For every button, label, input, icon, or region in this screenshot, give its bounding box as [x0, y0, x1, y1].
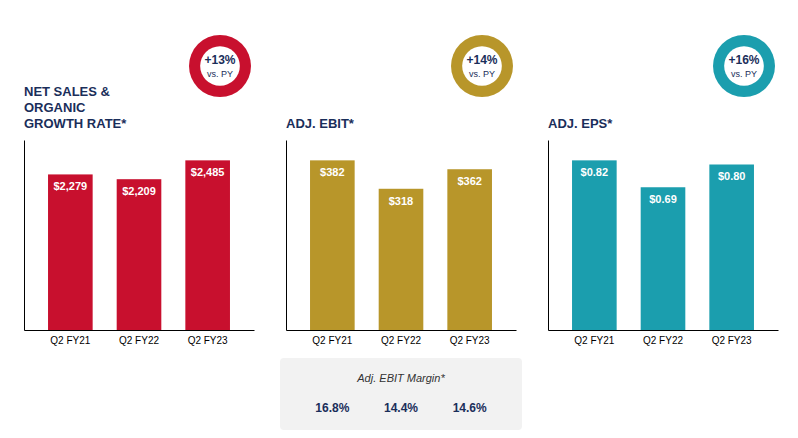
- plot-area: [310, 160, 492, 330]
- badge-subtext: vs. PY: [731, 69, 757, 79]
- data-label: $0.69: [649, 193, 677, 205]
- data-label: $0.82: [581, 166, 609, 178]
- data-label: $382: [320, 166, 344, 178]
- x-axis: Q2 FY21 Q2 FY22 Q2 FY23: [25, 331, 255, 347]
- data-label: $2,485: [191, 166, 225, 178]
- x-tick-label: Q2 FY23: [188, 335, 228, 346]
- y-axis-line: [548, 141, 549, 331]
- panel: $0.82 $0.69 $0.80 Q2 FY21 Q2 FY22 Q2 FY23 ADJ.…: [548, 35, 779, 346]
- badge-inner: [462, 46, 502, 86]
- plot-area: [572, 160, 754, 330]
- badge-value: +14%: [466, 53, 497, 67]
- bar: [447, 169, 492, 330]
- chart-root: $2,279 $2,209 $2,485 Q2 FY21 Q2 FY22 Q2 FY23 N…: [0, 0, 798, 438]
- bar: [185, 160, 230, 330]
- badge-inner: [200, 46, 240, 86]
- x-tick-label: Q2 FY23: [450, 335, 490, 346]
- data-label: $2,209: [122, 185, 156, 197]
- data-label: $362: [457, 175, 481, 187]
- badge-ring: [713, 35, 775, 97]
- panel: $2,279 $2,209 $2,485 Q2 FY21 Q2 FY22 Q2 FY23 N…: [24, 35, 255, 346]
- bar: [48, 174, 93, 330]
- x-tick: Q2 FY21: [50, 335, 90, 346]
- margin-value: 14.6%: [453, 401, 487, 415]
- x-tick-label: Q2 FY22: [119, 335, 159, 346]
- x-tick-label: Q2 FY21: [574, 335, 614, 346]
- margin-value: 14.4%: [384, 401, 418, 415]
- bar: [572, 160, 617, 330]
- x-tick: Q2 FY22: [381, 335, 421, 346]
- chart-title-line: ORGANIC: [24, 100, 86, 115]
- badge: +13% vs. PY: [189, 35, 251, 97]
- bar: [117, 179, 162, 330]
- badge-value: +13%: [204, 53, 235, 67]
- x-axis: Q2 FY21 Q2 FY22 Q2 FY23: [287, 331, 517, 347]
- chart-title-line: GROWTH RATE*: [24, 116, 127, 131]
- badge: +16% vs. PY: [713, 35, 775, 97]
- chart-title-line: ADJ. EPS*: [548, 116, 613, 131]
- x-tick: Q2 FY23: [450, 335, 490, 346]
- x-axis-line: [549, 330, 779, 331]
- data-label: $0.80: [718, 170, 746, 182]
- x-axis: Q2 FY21 Q2 FY22 Q2 FY23: [549, 331, 779, 347]
- badge-ring: [189, 35, 251, 97]
- bar: [310, 160, 355, 330]
- y-axis-line: [24, 141, 25, 331]
- badge-inner: [724, 46, 764, 86]
- margin-value: 16.8%: [315, 401, 349, 415]
- bar: [379, 189, 424, 330]
- bar: [709, 164, 754, 330]
- x-tick: Q2 FY22: [643, 335, 683, 346]
- bar: [641, 187, 686, 330]
- x-axis-line: [25, 330, 255, 331]
- x-tick: Q2 FY23: [188, 335, 228, 346]
- badge: +14% vs. PY: [451, 35, 513, 97]
- data-label: $2,279: [54, 180, 88, 192]
- margin-box: [280, 358, 522, 430]
- x-tick: Q2 FY21: [574, 335, 614, 346]
- chart-title: NET SALES &ORGANICGROWTH RATE*: [24, 84, 127, 131]
- badge-value: +16%: [728, 53, 759, 67]
- x-tick: Q2 FY23: [712, 335, 752, 346]
- x-tick: Q2 FY21: [312, 335, 352, 346]
- y-axis-line: [286, 141, 287, 331]
- y-axis: [286, 141, 287, 331]
- x-tick-label: Q2 FY21: [50, 335, 90, 346]
- x-tick-label: Q2 FY23: [712, 335, 752, 346]
- x-tick-label: Q2 FY22: [643, 335, 683, 346]
- x-axis-line: [287, 330, 517, 331]
- chart-title: ADJ. EBIT*: [286, 116, 355, 131]
- y-axis: [548, 141, 549, 331]
- x-tick: Q2 FY22: [119, 335, 159, 346]
- margin-label: Adj. EBIT Margin*: [356, 372, 445, 384]
- data-label: $318: [389, 195, 413, 207]
- x-tick-label: Q2 FY21: [312, 335, 352, 346]
- badge-subtext: vs. PY: [207, 69, 233, 79]
- x-tick-label: Q2 FY22: [381, 335, 421, 346]
- chart-title: ADJ. EPS*: [548, 116, 613, 131]
- y-axis: [24, 141, 25, 331]
- chart-title-line: NET SALES &: [24, 84, 110, 99]
- panel: $382 $318 $362 Q2 FY21 Q2 FY22 Q2 FY23 ADJ. EB…: [280, 35, 522, 430]
- badge-subtext: vs. PY: [469, 69, 495, 79]
- chart-title-line: ADJ. EBIT*: [286, 116, 355, 131]
- badge-ring: [451, 35, 513, 97]
- plot-area: [48, 160, 230, 330]
